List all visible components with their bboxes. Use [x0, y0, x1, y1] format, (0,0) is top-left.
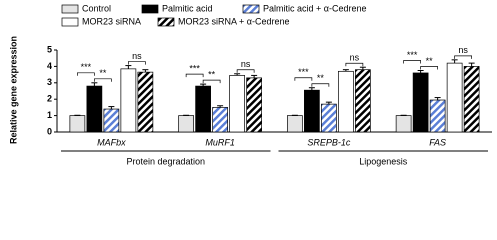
bar [137, 71, 154, 133]
bar [321, 103, 337, 133]
bar [195, 85, 211, 133]
significance-bracket [77, 72, 95, 76]
bar [120, 68, 137, 133]
y-tick-label: 4 [47, 61, 52, 71]
significance-label: *** [298, 67, 309, 77]
significance-label: ns [350, 53, 360, 63]
x-tick-label: MuRF1 [205, 137, 235, 147]
significance-bracket [236, 69, 255, 73]
legend-swatch [61, 4, 79, 14]
legend-swatch [141, 4, 159, 14]
bar [429, 99, 446, 133]
x-tick-label: FAS [429, 137, 446, 147]
bar [395, 115, 412, 133]
significance-label: ** [426, 56, 434, 66]
bar [304, 89, 320, 133]
significance-bracket [420, 66, 438, 70]
significance-label: ns [132, 51, 142, 61]
bar [212, 107, 228, 133]
bar [412, 72, 429, 133]
significance-bracket [94, 78, 112, 82]
significance-label: ns [241, 59, 251, 69]
bar [463, 66, 480, 133]
legend-swatch [157, 17, 175, 27]
group-label: Protein degradation [126, 156, 205, 166]
significance-bracket [403, 60, 421, 64]
significance-bracket [454, 55, 472, 59]
significance-label: *** [407, 50, 418, 60]
legend-label: MOR23 siRNA + α-Cedrene [178, 16, 290, 26]
y-tick-label: 0 [47, 126, 52, 136]
bar [103, 108, 120, 133]
significance-label: ** [208, 69, 216, 79]
y-tick-label: 5 [47, 44, 52, 54]
significance-bracket [345, 62, 364, 67]
legend-swatch [61, 17, 79, 27]
y-tick-label: 2 [47, 94, 52, 104]
x-tick-label: MAFbx [97, 137, 126, 147]
group-label: Lipogenesis [359, 156, 408, 166]
y-axis-label: Relative gene expression [8, 36, 18, 144]
x-tick-label: SREPB-1c [307, 137, 351, 147]
legend-label: MOR23 siRNA [82, 16, 141, 26]
significance-bracket [128, 61, 146, 65]
legend-label: Control [82, 3, 111, 13]
legend-label: Palmitic acid + α-Cedrene [263, 3, 367, 13]
significance-label: ** [99, 68, 107, 78]
bar [246, 77, 262, 133]
bar [178, 115, 194, 133]
chart: Relative gene expression 0 1 2 3 4 5 Control Pa… [8, 3, 492, 166]
significance-label: ** [317, 73, 325, 83]
legend-label: Palmitic acid [162, 3, 213, 13]
bar [86, 85, 103, 133]
bar [69, 115, 86, 133]
significance-bracket [294, 77, 313, 81]
legend-swatch [242, 4, 260, 14]
bar [355, 69, 371, 133]
bar [287, 115, 303, 133]
significance-label: *** [81, 62, 92, 72]
y-tick-label: 1 [47, 110, 52, 120]
significance-label: ns [458, 45, 468, 55]
bar [229, 75, 245, 133]
significance-bracket [311, 83, 330, 87]
y-tick-label: 3 [47, 77, 52, 87]
bar [446, 62, 463, 133]
bar [338, 70, 354, 133]
significance-label: *** [189, 63, 200, 73]
significance-bracket [202, 79, 221, 84]
significance-bracket [185, 73, 204, 78]
